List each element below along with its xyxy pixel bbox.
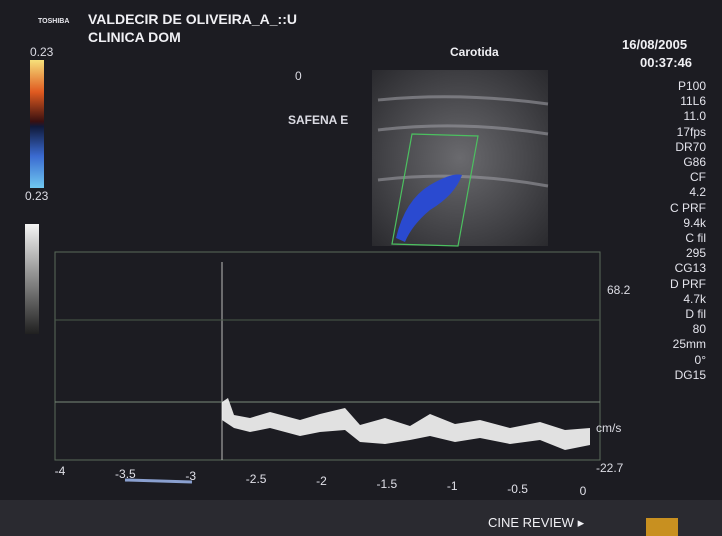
parameter: 295 xyxy=(685,246,706,261)
color-box xyxy=(391,133,479,247)
parameter: 11.0 xyxy=(683,109,706,124)
parameter: 17fps xyxy=(676,124,706,139)
time-label: -4 xyxy=(54,464,66,478)
vessel-label: SAFENA E xyxy=(288,113,349,127)
parameter: D PRF xyxy=(670,276,706,291)
time-label: -1.5 xyxy=(376,476,398,491)
parameter: 4.2 xyxy=(689,185,706,200)
time-label: -2 xyxy=(316,474,327,488)
time-label: -2.5 xyxy=(245,471,267,486)
footer-icon xyxy=(646,518,678,536)
color-flow xyxy=(396,174,462,242)
gray-scale-bar xyxy=(25,224,39,334)
color-scale-top: 0.23 xyxy=(30,45,54,59)
patient-name: VALDECIR DE OLIVEIRA_A_::U xyxy=(88,11,297,27)
parameter: C fil xyxy=(685,231,706,245)
parameter: DG15 xyxy=(674,367,706,382)
tissue-layers xyxy=(377,95,549,188)
parameter: D fil xyxy=(685,307,706,321)
doppler-frame xyxy=(54,251,601,461)
parameter: 11L6 xyxy=(680,94,706,109)
clinic-name: CLINICA DOM xyxy=(88,29,181,45)
time-label: -1 xyxy=(446,479,458,493)
time: 00:37:46 xyxy=(640,55,693,70)
footer-bar xyxy=(0,500,722,536)
brand: TOSHIBA xyxy=(38,18,70,25)
parameter: P100 xyxy=(677,79,706,93)
scale-marker xyxy=(124,478,193,484)
date: 16/08/2005 xyxy=(622,37,688,52)
parameter: 80 xyxy=(692,322,706,337)
doppler-waveform xyxy=(222,398,590,450)
parameter: C PRF xyxy=(670,200,706,215)
color-scale-bottom: 0.23 xyxy=(25,189,49,203)
parameter: 4.7k xyxy=(683,291,706,306)
cine-review[interactable]: CINE REVIEW ▸ xyxy=(488,515,585,530)
velocity-max: 68.2 xyxy=(607,283,631,297)
time-label: -3 xyxy=(185,469,197,483)
time-label: 0 xyxy=(579,484,587,498)
depth-zero: 0 xyxy=(295,69,302,83)
parameter: 9.4k xyxy=(683,215,706,230)
exam-label: Carotida xyxy=(450,45,499,59)
parameter: DR70 xyxy=(675,139,706,154)
time-label: -3.5 xyxy=(115,466,136,481)
parameter: 25mm xyxy=(672,337,706,352)
parameter: G86 xyxy=(683,155,706,169)
velocity-min: -22.7 xyxy=(596,461,624,475)
time-label: -0.5 xyxy=(507,481,528,496)
parameter: CF xyxy=(690,170,706,185)
velocity-unit: cm/s xyxy=(596,421,622,435)
color-scale-bar xyxy=(30,60,44,188)
parameter: 0° xyxy=(694,352,706,367)
parameter: CG13 xyxy=(674,261,706,276)
